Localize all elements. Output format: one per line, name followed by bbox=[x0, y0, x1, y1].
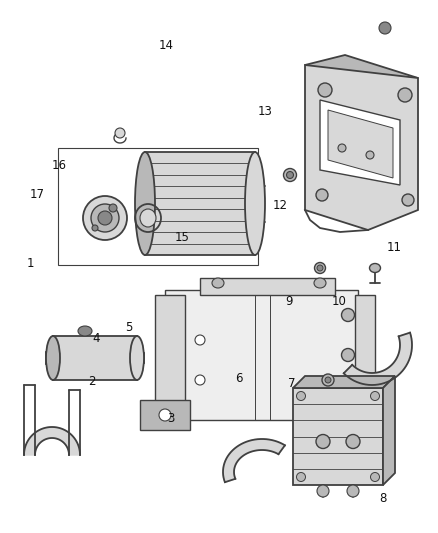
Ellipse shape bbox=[370, 263, 381, 272]
Polygon shape bbox=[383, 376, 395, 485]
Ellipse shape bbox=[346, 434, 360, 448]
Polygon shape bbox=[140, 400, 190, 430]
Text: 17: 17 bbox=[30, 188, 45, 201]
Polygon shape bbox=[24, 427, 80, 455]
Text: 3: 3 bbox=[167, 412, 174, 425]
Ellipse shape bbox=[212, 278, 224, 288]
Polygon shape bbox=[344, 333, 412, 385]
Ellipse shape bbox=[317, 485, 329, 497]
Ellipse shape bbox=[398, 88, 412, 102]
Text: 11: 11 bbox=[387, 241, 402, 254]
Text: 15: 15 bbox=[174, 231, 189, 244]
Ellipse shape bbox=[322, 374, 334, 386]
Ellipse shape bbox=[342, 349, 354, 361]
Ellipse shape bbox=[379, 22, 391, 34]
Polygon shape bbox=[305, 65, 418, 230]
Ellipse shape bbox=[371, 392, 379, 400]
Ellipse shape bbox=[402, 194, 414, 206]
Ellipse shape bbox=[347, 485, 359, 497]
Ellipse shape bbox=[159, 409, 171, 421]
Text: 2: 2 bbox=[88, 375, 96, 387]
Polygon shape bbox=[355, 295, 375, 410]
Ellipse shape bbox=[115, 128, 125, 138]
Polygon shape bbox=[293, 376, 395, 388]
Ellipse shape bbox=[297, 472, 305, 481]
Ellipse shape bbox=[297, 392, 305, 400]
Polygon shape bbox=[200, 278, 335, 295]
Polygon shape bbox=[223, 439, 285, 482]
Text: 13: 13 bbox=[258, 106, 272, 118]
Ellipse shape bbox=[366, 151, 374, 159]
Ellipse shape bbox=[338, 144, 346, 152]
Ellipse shape bbox=[91, 204, 119, 232]
Bar bbox=[53, 336, 137, 380]
Ellipse shape bbox=[98, 211, 112, 225]
Ellipse shape bbox=[314, 278, 326, 288]
Text: 8: 8 bbox=[380, 492, 387, 505]
Ellipse shape bbox=[109, 204, 117, 212]
Polygon shape bbox=[328, 110, 393, 178]
Text: 9: 9 bbox=[285, 295, 293, 308]
Text: 14: 14 bbox=[159, 39, 174, 52]
Ellipse shape bbox=[195, 375, 205, 385]
Ellipse shape bbox=[245, 152, 265, 255]
Ellipse shape bbox=[140, 209, 156, 227]
Text: 6: 6 bbox=[235, 372, 243, 385]
Text: 4: 4 bbox=[92, 332, 100, 345]
Polygon shape bbox=[165, 290, 358, 420]
Ellipse shape bbox=[316, 434, 330, 448]
Bar bbox=[145, 152, 255, 255]
Ellipse shape bbox=[83, 196, 127, 240]
Text: 12: 12 bbox=[273, 199, 288, 212]
Ellipse shape bbox=[130, 336, 144, 380]
Ellipse shape bbox=[314, 262, 325, 273]
Ellipse shape bbox=[46, 336, 60, 380]
Polygon shape bbox=[320, 100, 400, 185]
Ellipse shape bbox=[317, 265, 323, 271]
Ellipse shape bbox=[195, 335, 205, 345]
Text: 7: 7 bbox=[287, 377, 295, 390]
Ellipse shape bbox=[316, 189, 328, 201]
Ellipse shape bbox=[325, 377, 331, 383]
Ellipse shape bbox=[78, 326, 92, 336]
Ellipse shape bbox=[135, 152, 155, 255]
Text: 10: 10 bbox=[332, 295, 347, 308]
Text: 5: 5 bbox=[126, 321, 133, 334]
Ellipse shape bbox=[283, 168, 297, 182]
Ellipse shape bbox=[318, 83, 332, 97]
Bar bbox=[293, 388, 383, 485]
Text: 16: 16 bbox=[52, 159, 67, 172]
Text: 1: 1 bbox=[27, 257, 35, 270]
Ellipse shape bbox=[92, 225, 98, 231]
Polygon shape bbox=[305, 55, 418, 90]
Polygon shape bbox=[155, 295, 185, 420]
Ellipse shape bbox=[342, 309, 354, 321]
Ellipse shape bbox=[286, 172, 293, 179]
Ellipse shape bbox=[371, 472, 379, 481]
